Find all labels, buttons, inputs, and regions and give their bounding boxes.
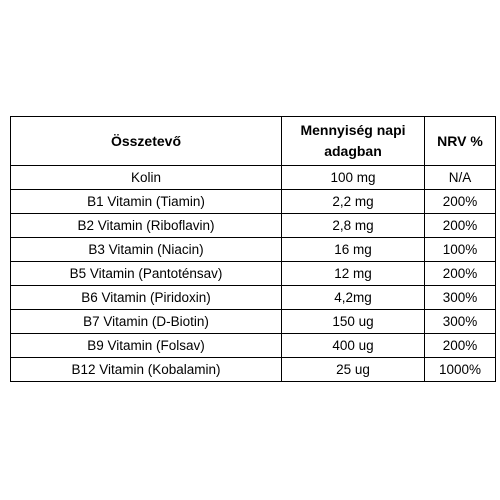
table-row: B7 Vitamin (D-Biotin) 150 ug 300% [10, 309, 496, 334]
ingredient-cell: B1 Vitamin (Tiamin) [10, 189, 282, 214]
table-row: B5 Vitamin (Pantoténsav) 12 mg 200% [10, 261, 496, 286]
nrv-cell: 100% [424, 237, 496, 262]
amount-cell: 25 ug [281, 357, 425, 382]
ingredient-cell: B2 Vitamin (Riboflavin) [10, 213, 282, 238]
ingredient-cell: B12 Vitamin (Kobalamin) [10, 357, 282, 382]
ingredient-cell: B9 Vitamin (Folsav) [10, 333, 282, 358]
ingredient-cell: Kolin [10, 165, 282, 190]
nrv-cell: 1000% [424, 357, 496, 382]
ingredient-cell: B6 Vitamin (Piridoxin) [10, 285, 282, 310]
nrv-cell: 300% [424, 285, 496, 310]
amount-cell: 16 mg [281, 237, 425, 262]
table-row: B1 Vitamin (Tiamin) 2,2 mg 200% [10, 189, 496, 214]
amount-cell: 400 ug [281, 333, 425, 358]
table-header-row: Összetevő Mennyiség napi adagban NRV % [10, 116, 496, 166]
ingredient-cell: B7 Vitamin (D-Biotin) [10, 309, 282, 334]
nrv-cell: 200% [424, 261, 496, 286]
amount-cell: 2,2 mg [281, 189, 425, 214]
header-nrv: NRV % [424, 116, 496, 166]
table-row: B12 Vitamin (Kobalamin) 25 ug 1000% [10, 357, 496, 382]
table-row: B6 Vitamin (Piridoxin) 4,2mg 300% [10, 285, 496, 310]
table-row: B3 Vitamin (Niacin) 16 mg 100% [10, 237, 496, 262]
ingredient-cell: B3 Vitamin (Niacin) [10, 237, 282, 262]
amount-cell: 100 mg [281, 165, 425, 190]
amount-cell: 150 ug [281, 309, 425, 334]
header-ingredient: Összetevő [10, 116, 282, 166]
nutrition-table: Összetevő Mennyiség napi adagban NRV % K… [10, 116, 496, 382]
amount-cell: 12 mg [281, 261, 425, 286]
amount-cell: 4,2mg [281, 285, 425, 310]
nrv-cell: 200% [424, 213, 496, 238]
nrv-cell: 300% [424, 309, 496, 334]
table-row: Kolin 100 mg N/A [10, 165, 496, 190]
table-row: B9 Vitamin (Folsav) 400 ug 200% [10, 333, 496, 358]
header-amount: Mennyiség napi adagban [281, 116, 425, 166]
nrv-cell: N/A [424, 165, 496, 190]
amount-cell: 2,8 mg [281, 213, 425, 238]
table-row: B2 Vitamin (Riboflavin) 2,8 mg 200% [10, 213, 496, 238]
ingredient-cell: B5 Vitamin (Pantoténsav) [10, 261, 282, 286]
nrv-cell: 200% [424, 189, 496, 214]
nrv-cell: 200% [424, 333, 496, 358]
